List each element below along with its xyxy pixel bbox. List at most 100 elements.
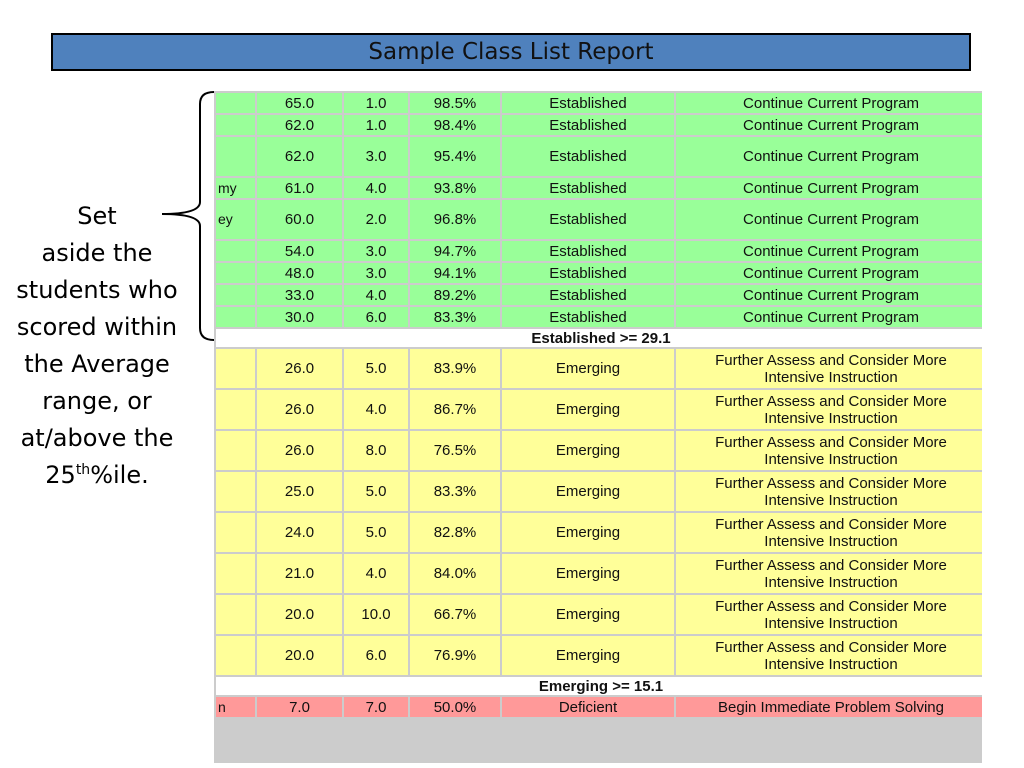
student-name-cell [216, 263, 255, 283]
score-cell: 21.0 [257, 554, 342, 593]
recommendation-cell: Continue Current Program [676, 137, 982, 176]
score-cell: 62.0 [257, 137, 342, 176]
accuracy-cell: 96.8% [410, 200, 500, 239]
performance-level-cell: Established [502, 285, 674, 305]
performance-level-cell: Emerging [502, 472, 674, 511]
accuracy-cell: 84.0% [410, 554, 500, 593]
student-name-cell [216, 554, 255, 593]
student-name-cell [216, 241, 255, 261]
student-name-cell: my [216, 178, 255, 198]
accuracy-cell: 82.8% [410, 513, 500, 552]
errors-cell: 4.0 [344, 554, 408, 593]
recommendation-cell: Further Assess and Consider More Intensiv… [676, 554, 982, 593]
side-annotation-line: at/above the [20, 424, 174, 452]
recommendation-cell: Continue Current Program [676, 241, 982, 261]
score-cell: 65.0 [257, 93, 342, 113]
accuracy-cell: 89.2% [410, 285, 500, 305]
errors-cell: 10.0 [344, 595, 408, 634]
score-cell: 26.0 [257, 390, 342, 429]
accuracy-cell: 86.7% [410, 390, 500, 429]
recommendation-cell: Continue Current Program [676, 93, 982, 113]
errors-cell: 4.0 [344, 285, 408, 305]
score-cell: 20.0 [257, 636, 342, 675]
accuracy-cell: 98.4% [410, 115, 500, 135]
performance-level-cell: Emerging [502, 636, 674, 675]
recommendation-line: Intensive Instruction [764, 614, 898, 632]
student-name-cell [216, 472, 255, 511]
errors-cell: 5.0 [344, 472, 408, 511]
table-row: 25.0 5.0 83.3% Emerging Further Assess and C… [216, 472, 982, 511]
cutoff-label: Emerging >= 15.1 [216, 677, 982, 695]
recommendation-line: Further Assess and Consider More [715, 474, 947, 492]
recommendation-cell: Continue Current Program [676, 115, 982, 135]
table-row: 62.0 3.0 95.4% Established Continue Current … [216, 137, 982, 176]
recommendation-line: Intensive Instruction [764, 409, 898, 427]
table-row: 20.0 10.0 66.7% Emerging Further Assess and … [216, 595, 982, 634]
performance-level-cell: Established [502, 307, 674, 327]
errors-cell: 3.0 [344, 241, 408, 261]
score-cell: 26.0 [257, 431, 342, 470]
performance-level-cell: Emerging [502, 513, 674, 552]
recommendation-line: Intensive Instruction [764, 491, 898, 509]
performance-level-cell: Emerging [502, 431, 674, 470]
performance-level-cell: Emerging [502, 554, 674, 593]
side-annotation-line: aside the [41, 239, 153, 267]
table-row: ey 60.0 2.0 96.8% Established Continue Curren… [216, 200, 982, 239]
score-cell: 61.0 [257, 178, 342, 198]
performance-level-cell: Established [502, 241, 674, 261]
recommendation-line: Intensive Instruction [764, 450, 898, 468]
table-row: 26.0 4.0 86.7% Emerging Further Assess and C… [216, 390, 982, 429]
recommendation-line: Intensive Instruction [764, 573, 898, 591]
recommendation-cell: Continue Current Program [676, 178, 982, 198]
recommendation-cell: Further Assess and Consider More Intensiv… [676, 431, 982, 470]
accuracy-cell: 94.7% [410, 241, 500, 261]
recommendation-cell: Continue Current Program [676, 307, 982, 327]
accuracy-cell: 76.5% [410, 431, 500, 470]
student-name-cell [216, 137, 255, 176]
table-row: 62.0 1.0 98.4% Established Continue Current … [216, 115, 982, 135]
performance-level-cell: Established [502, 178, 674, 198]
performance-level-cell: Emerging [502, 390, 674, 429]
student-name-cell [216, 307, 255, 327]
score-cell: 26.0 [257, 349, 342, 388]
errors-cell: 3.0 [344, 137, 408, 176]
errors-cell: 5.0 [344, 349, 408, 388]
accuracy-cell: 83.3% [410, 472, 500, 511]
performance-level-cell: Established [502, 137, 674, 176]
side-annotation-line: Set [77, 202, 117, 230]
score-cell: 33.0 [257, 285, 342, 305]
errors-cell: 7.0 [344, 697, 408, 717]
side-annotation-line: the Average [24, 350, 170, 378]
recommendation-line: Further Assess and Consider More [715, 433, 947, 451]
recommendation-cell: Continue Current Program [676, 200, 982, 239]
errors-cell: 1.0 [344, 93, 408, 113]
recommendation-line: Further Assess and Consider More [715, 638, 947, 656]
cutoff-row: Established >= 29.1 [216, 329, 982, 347]
recommendation-cell: Further Assess and Consider More Intensiv… [676, 349, 982, 388]
student-name-cell [216, 390, 255, 429]
recommendation-cell: Further Assess and Consider More Intensiv… [676, 595, 982, 634]
accuracy-cell: 50.0% [410, 697, 500, 717]
recommendation-line: Further Assess and Consider More [715, 556, 947, 574]
errors-cell: 3.0 [344, 263, 408, 283]
class-list-table: 65.0 1.0 98.5% Established Continue Current … [214, 91, 982, 719]
student-name-cell [216, 513, 255, 552]
table-row: 24.0 5.0 82.8% Emerging Further Assess and C… [216, 513, 982, 552]
percentile-suffix: %ile. [90, 461, 149, 489]
performance-level-cell: Established [502, 93, 674, 113]
recommendation-cell: Continue Current Program [676, 285, 982, 305]
errors-cell: 5.0 [344, 513, 408, 552]
errors-cell: 4.0 [344, 390, 408, 429]
student-name-cell [216, 636, 255, 675]
table-row: 33.0 4.0 89.2% Established Continue Current … [216, 285, 982, 305]
performance-level-cell: Deficient [502, 697, 674, 717]
table-row: 26.0 5.0 83.9% Emerging Further Assess and C… [216, 349, 982, 388]
errors-cell: 6.0 [344, 636, 408, 675]
score-cell: 30.0 [257, 307, 342, 327]
score-cell: 20.0 [257, 595, 342, 634]
performance-level-cell: Established [502, 115, 674, 135]
accuracy-cell: 83.9% [410, 349, 500, 388]
accuracy-cell: 76.9% [410, 636, 500, 675]
errors-cell: 8.0 [344, 431, 408, 470]
score-cell: 24.0 [257, 513, 342, 552]
